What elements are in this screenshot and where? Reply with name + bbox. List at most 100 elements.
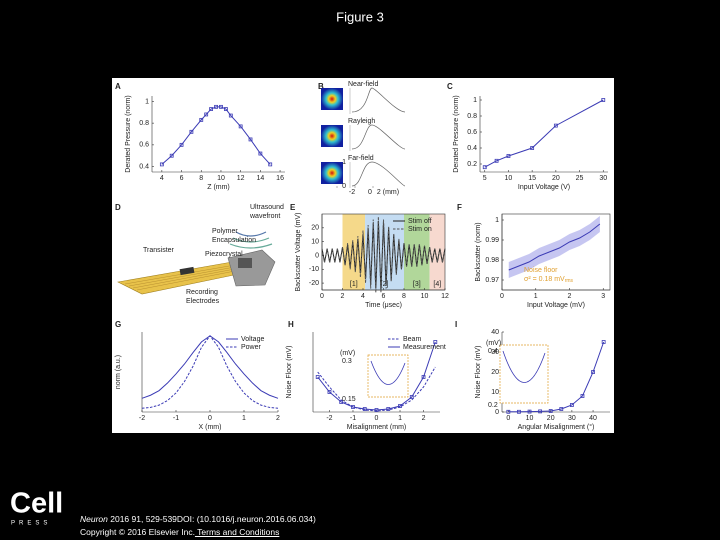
x-tick-label: 8 — [199, 175, 203, 182]
x-tick-label: 0 — [368, 189, 372, 196]
marker — [214, 104, 218, 109]
marker — [580, 394, 585, 398]
field-title: Far-field — [348, 155, 374, 162]
slide-title: Figure 3 — [336, 9, 384, 24]
inset-tick-label: 0.3 — [342, 358, 352, 365]
marker — [553, 123, 558, 128]
marker — [189, 129, 194, 134]
y-tick-label: 10 — [491, 389, 499, 396]
region-label: [2] — [381, 281, 389, 288]
x-tick-label: 15 — [528, 175, 536, 182]
x-tick-label: 1 — [398, 415, 402, 422]
y-tick-label: 30 — [491, 349, 499, 356]
x-tick-label: 10 — [505, 175, 513, 182]
chip — [179, 266, 195, 276]
annotation: Noise floor — [524, 267, 558, 274]
region — [429, 214, 445, 290]
logo-sub: PRESS — [11, 521, 51, 527]
y-tick-label: 0 — [315, 252, 319, 259]
field-map — [321, 162, 343, 184]
marker — [223, 107, 228, 111]
legend-label: Measurement — [403, 344, 446, 351]
annotation-sub: rms — [565, 278, 574, 284]
x-tick-label: 0 — [375, 415, 379, 422]
marker — [517, 409, 521, 414]
y-tick-label: 0 — [342, 183, 346, 190]
x-tick-label: 0 — [208, 415, 212, 422]
electrode — [124, 264, 236, 285]
x-tick-label: 1 — [534, 293, 538, 300]
legend-label: Stim on — [408, 226, 432, 233]
electrode — [136, 270, 236, 291]
series-line — [508, 223, 601, 271]
y-tick-label: 0 — [495, 409, 499, 416]
y-tick-label: 1 — [495, 217, 499, 224]
x-tick-label: 2 (mm) — [377, 189, 399, 196]
y-axis-label: norm (a.u.) — [115, 355, 122, 389]
legend-label: Beam — [403, 336, 421, 343]
x-tick-label: -1 — [173, 415, 179, 422]
callout: Encapsulation — [212, 237, 256, 244]
callout: Polymer — [212, 228, 238, 235]
y-axis-label: Noise Floor (mV) — [475, 346, 482, 399]
inset-curve — [370, 360, 406, 385]
marker — [559, 407, 564, 411]
error-band — [508, 216, 600, 278]
marker — [169, 153, 174, 158]
y-tick-label: 20 — [491, 369, 499, 376]
series-line — [317, 341, 436, 411]
x-tick-label: 2 — [341, 293, 345, 300]
annotation: σ² = 0.18 mVrms — [524, 276, 574, 284]
x-tick-label: 0 — [320, 293, 324, 300]
field-profile — [351, 124, 406, 150]
y-axis-label: Noise Floor (mV) — [286, 346, 293, 399]
callout: Electrodes — [186, 298, 220, 305]
wavefront — [229, 243, 273, 249]
marker — [228, 113, 233, 118]
wavefront — [235, 231, 267, 237]
terms-link[interactable]: Terms and Conditions — [194, 527, 280, 537]
marker — [179, 142, 184, 147]
x-tick-label: -2 — [349, 189, 355, 196]
x-tick-label: 10 — [526, 415, 534, 422]
x-axis-label: Input Voltage (V) — [518, 184, 570, 191]
y-tick-label: 1 — [145, 98, 149, 105]
y-axis-label: Backscatter Voltage (mV) — [295, 213, 302, 292]
y-tick-label: 0.97 — [485, 277, 499, 284]
x-tick-label: -2 — [326, 415, 332, 422]
marker — [538, 409, 543, 414]
marker — [258, 151, 263, 156]
legend-label: Voltage — [241, 336, 264, 343]
marker — [601, 98, 606, 102]
panel-label: F — [457, 203, 462, 212]
marker — [268, 162, 273, 167]
x-tick-label: -2 — [139, 415, 145, 422]
callout: Ultrasound — [250, 204, 284, 211]
x-tick-label: 0 — [500, 293, 504, 300]
panel-label: E — [290, 203, 296, 212]
x-axis-label: Angular Misalignment (°) — [518, 423, 595, 431]
series-line — [141, 334, 279, 409]
x-tick-label: 2 — [276, 415, 280, 422]
region-label: [4] — [433, 281, 441, 288]
marker — [506, 154, 511, 158]
inset-tick-label: 0.2 — [488, 402, 498, 409]
annotation-text: Noise floor — [524, 267, 558, 274]
wavefront — [232, 237, 270, 243]
x-tick-label: 25 — [576, 175, 584, 182]
inset-unit: (mV) — [486, 340, 501, 347]
x-tick-label: 14 — [256, 175, 264, 182]
marker — [398, 404, 402, 408]
y-tick-label: 20 — [311, 225, 319, 232]
y-tick-label: 0.98 — [485, 257, 499, 264]
inset-tick-label: 0.15 — [342, 396, 356, 403]
field-map — [321, 125, 343, 147]
y-tick-label: 0.99 — [485, 237, 499, 244]
panel-label: B — [318, 82, 324, 91]
inset-curve — [502, 350, 546, 383]
y-axis-label: Derated Pressure (norm) — [125, 95, 132, 172]
marker — [421, 375, 426, 379]
x-tick-label: 3 — [601, 293, 605, 300]
x-tick-label: 40 — [589, 415, 597, 422]
